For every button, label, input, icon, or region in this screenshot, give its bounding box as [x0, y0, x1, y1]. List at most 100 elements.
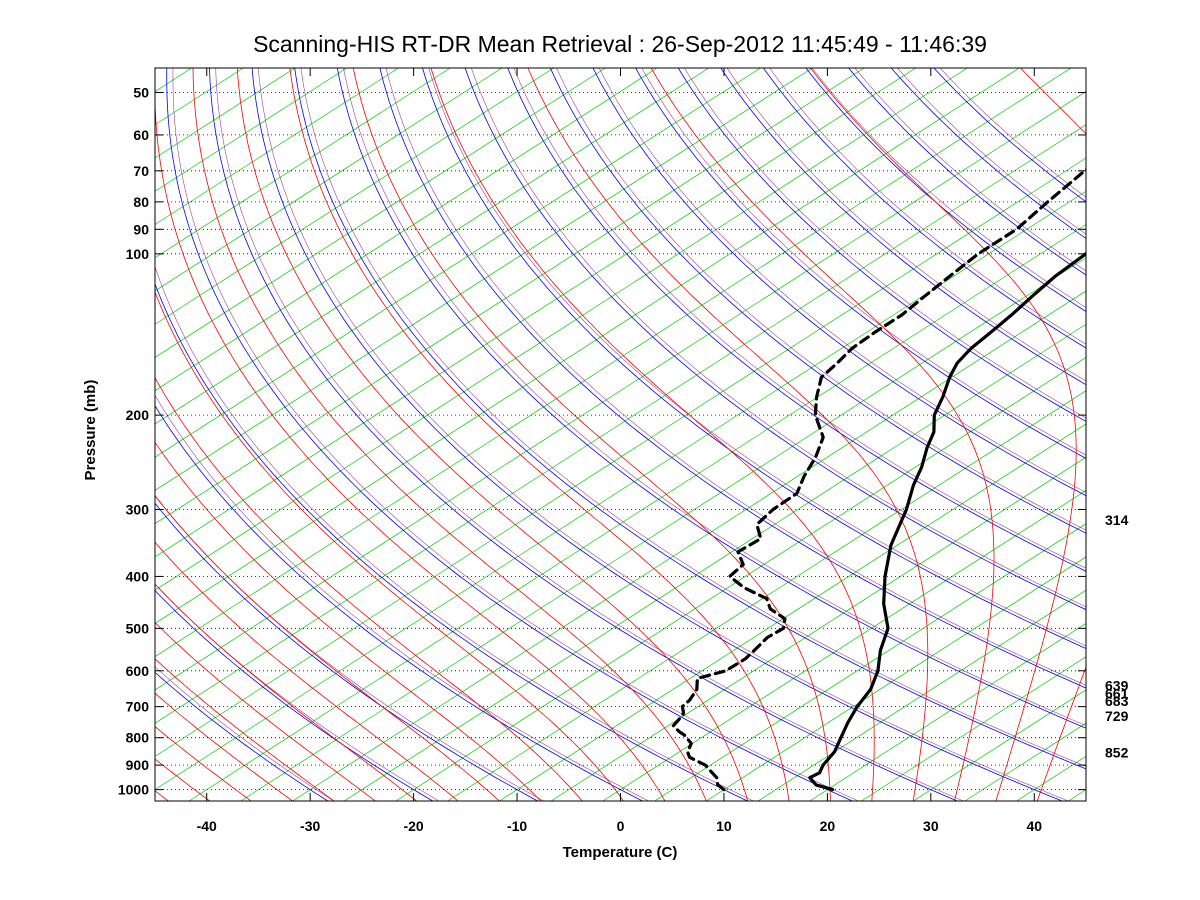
dry-adiabat-line [805, 68, 1086, 313]
mixing-ratio-line [155, 583, 440, 801]
isotherm-line [499, 423, 1086, 801]
dry-adiabat-line [549, 68, 1086, 534]
mixing-ratio-line [769, 68, 1086, 345]
moist-adiabat-line [155, 658, 335, 801]
mixing-ratio-line [215, 68, 964, 801]
x-tick-label: -20 [403, 818, 423, 834]
moist-adiabat-line [352, 68, 831, 801]
moist-adiabat-line [155, 68, 666, 801]
x-tick-label: -10 [507, 818, 527, 834]
y-tick-label: 100 [126, 246, 150, 262]
isotherm-line [155, 68, 968, 591]
y-axis-ticks: 50 60 70 80 90 100 200 300 400 500 600 700 800 900 100… [118, 85, 1086, 798]
mixing-ratio-line [428, 68, 1086, 647]
isotherm-line [155, 68, 709, 425]
dry-adiabat-line [336, 68, 1086, 729]
moist-adiabat-line [192, 68, 707, 801]
isotherm-line [155, 68, 658, 392]
y-tick-label: 600 [126, 663, 150, 679]
isotherm-line [155, 68, 1072, 658]
x-tick-label: -30 [300, 818, 320, 834]
dry-adiabat-line [507, 68, 1086, 572]
isotherm-line [155, 91, 1086, 691]
dry-adiabat-line [464, 68, 1086, 611]
isotherm-line [809, 623, 1086, 801]
isotherm-line [706, 556, 1086, 801]
dry-adiabat-line [763, 68, 1086, 349]
dry-adiabat-line [848, 68, 1086, 276]
dry-adiabat-line [890, 68, 1086, 239]
mixing-ratio-lines [155, 68, 1086, 801]
mixing-ratio-line [598, 68, 1086, 493]
x-tick-label: -40 [197, 818, 217, 834]
mixing-ratio-line [939, 68, 1086, 198]
y-tick-label: 400 [126, 568, 150, 584]
dry-adiabat-line [155, 502, 538, 801]
chart-title: Scanning-HIS RT-DR Mean Retrieval : 26-S… [253, 31, 987, 57]
isotherm-line [757, 589, 1086, 801]
dry-adiabat-line [166, 68, 853, 801]
dry-adiabat-line [422, 68, 1086, 650]
dry-adiabat-line [155, 671, 329, 801]
y-tick-label: 80 [133, 194, 149, 210]
mixing-ratio-line [513, 68, 1086, 569]
isotherm-line [292, 290, 1086, 801]
moist-adiabat-line [236, 68, 749, 801]
x-axis-ticks: -40 -30 -20 -10 0 10 20 30 40 [197, 68, 1042, 834]
mixing-ratio-line [155, 265, 754, 801]
isotherm-line [155, 68, 916, 558]
dry-adiabat-line [155, 404, 643, 801]
isotherm-line [447, 390, 1086, 801]
isotherm-line [155, 68, 554, 325]
dry-adiabat-line [677, 68, 1086, 422]
right-pressure-label: 683 [1105, 693, 1129, 709]
mixing-ratio-line [155, 494, 544, 801]
isotherm-line [240, 257, 1086, 801]
mixing-ratio-line [726, 68, 1086, 382]
mixing-ratio-line [155, 394, 649, 801]
dry-adiabat-lines [155, 68, 1086, 801]
moist-adiabat-line [650, 68, 995, 801]
isotherm-line [654, 523, 1086, 801]
mixing-ratio-line [385, 68, 1086, 686]
isotherm-line [550, 456, 1086, 801]
moist-adiabat-line [155, 495, 500, 801]
isotherm-line [155, 68, 503, 292]
y-tick-label: 50 [133, 85, 149, 101]
y-tick-label: 900 [126, 757, 150, 773]
isotherm-line [155, 157, 1086, 757]
mixing-ratio-line [155, 666, 335, 801]
moist-adiabat-line [1020, 68, 1086, 801]
isotherm-line [395, 357, 1086, 801]
dry-adiabat-line [155, 282, 748, 801]
y-tick-label: 90 [133, 221, 149, 237]
mixing-ratio-line [172, 68, 859, 801]
y-tick-label: 300 [126, 501, 150, 517]
right-pressure-label: 729 [1105, 708, 1129, 724]
y-tick-label: 60 [133, 127, 149, 143]
y-tick-label: 700 [126, 699, 150, 715]
mixing-ratio-line [811, 68, 1086, 308]
mixing-ratio-line [471, 68, 1086, 608]
thermodynamic-background-lines [155, 68, 1086, 801]
mixing-ratio-line [684, 68, 1086, 419]
moist-adiabat-line [155, 541, 459, 801]
mixing-ratio-line [300, 68, 1086, 767]
right-pressure-label: 639 [1105, 677, 1129, 693]
isotherm-line [155, 68, 399, 225]
moist-adiabat-line [155, 441, 542, 801]
right-pressure-label: 314 [1105, 512, 1129, 528]
y-tick-label: 500 [126, 620, 150, 636]
mixing-ratio-line [854, 68, 1086, 272]
moist-adiabat-line [155, 291, 624, 801]
right-pressure-label: 852 [1105, 744, 1129, 760]
dry-adiabat-line [933, 68, 1086, 203]
y-tick-label: 1000 [118, 782, 149, 798]
x-tick-label: 0 [617, 818, 625, 834]
isotherm-line [155, 124, 1086, 724]
y-axis-label: Pressure (mb) [82, 380, 99, 481]
dry-adiabat-line [379, 68, 1086, 689]
moist-adiabat-line [289, 68, 790, 801]
